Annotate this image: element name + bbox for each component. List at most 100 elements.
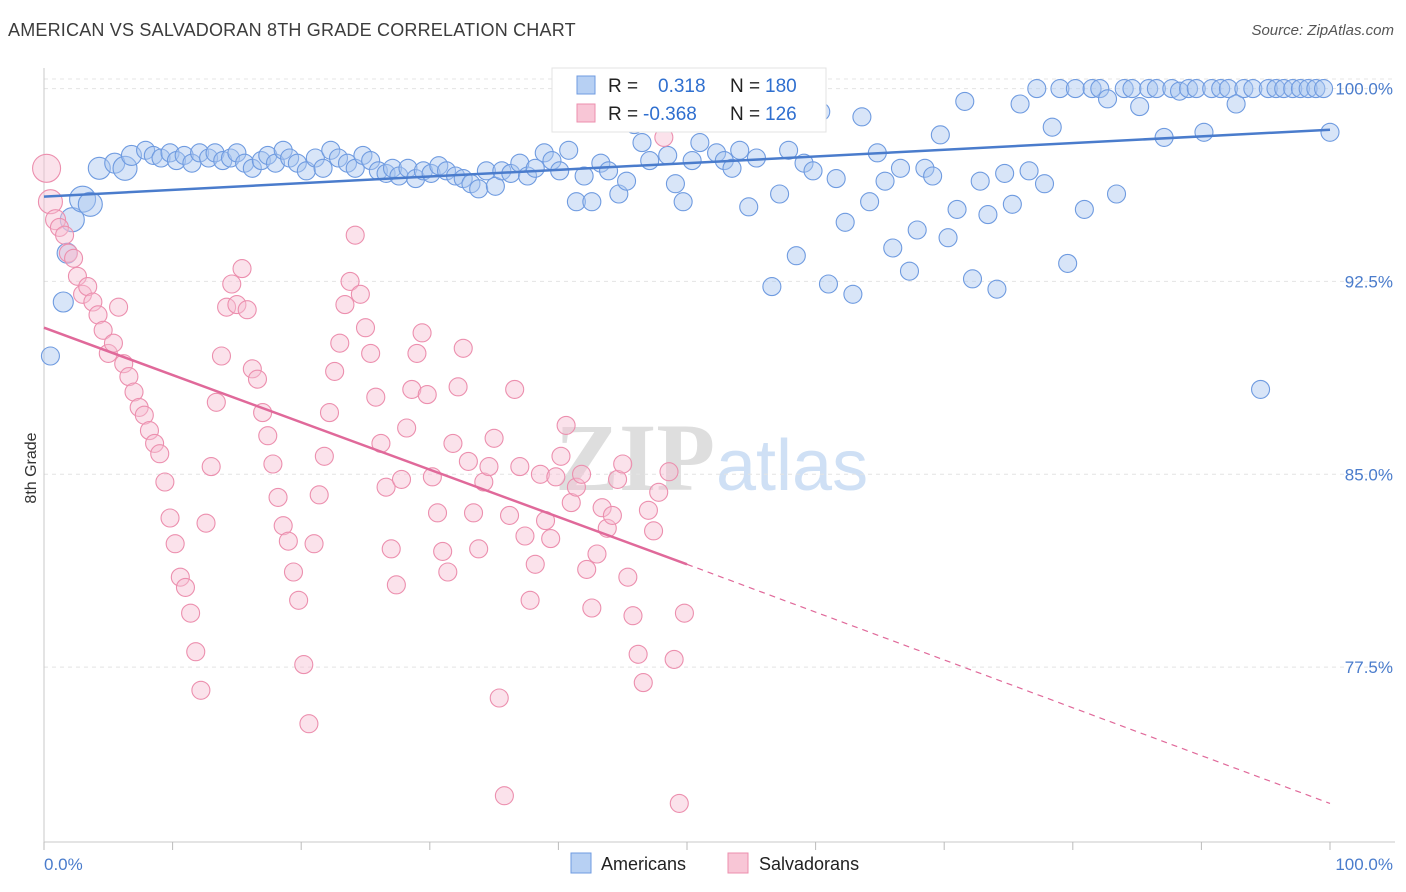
salvadoran-point — [582, 598, 602, 618]
salvadoran-point — [319, 403, 340, 423]
salvadoran-point — [561, 493, 581, 513]
american-point — [730, 140, 750, 160]
salvadoran-point — [155, 472, 175, 492]
american-point — [205, 143, 225, 163]
american-point — [199, 148, 219, 168]
salvadoran-point — [67, 266, 87, 286]
salvadoran-point — [608, 469, 628, 489]
american-point — [313, 158, 333, 178]
salvadoran-point — [139, 421, 160, 441]
american-point — [1122, 79, 1142, 99]
salvadoran-point — [160, 508, 180, 528]
salvadoran-point — [458, 451, 478, 471]
american-point — [938, 228, 958, 248]
american-point — [476, 161, 496, 181]
salvadoran-point — [613, 454, 633, 474]
american-point — [525, 158, 545, 178]
american-point — [907, 220, 927, 240]
salvadoran-point — [64, 248, 84, 268]
salvadoran-point — [145, 433, 165, 453]
legend-salvadorans-label: Salvadorans — [759, 854, 859, 874]
salvadoran-point — [186, 642, 206, 662]
american-point — [852, 107, 872, 127]
salvadoran-point — [32, 153, 62, 183]
american-point — [305, 148, 325, 168]
american-point — [534, 143, 554, 163]
american-point — [1218, 79, 1238, 99]
american-point — [673, 192, 693, 212]
salvadoran-point — [335, 295, 355, 315]
salvadorans-points — [32, 127, 694, 813]
salvadoran-point — [664, 649, 684, 669]
salvadoran-point — [83, 292, 103, 312]
american-point — [1097, 89, 1118, 109]
american-point — [786, 246, 806, 266]
salvadorans-n-value: 126 — [765, 104, 797, 125]
salvadoran-point — [433, 541, 453, 561]
american-point — [875, 171, 895, 191]
salvadoran-point — [592, 498, 612, 518]
salvadoran-point — [551, 446, 571, 466]
salvadoran-point — [134, 405, 154, 425]
american-point — [1243, 79, 1263, 99]
salvadoran-point — [381, 539, 401, 559]
salvadoran-point — [587, 544, 607, 564]
american-point — [1211, 79, 1231, 99]
american-point — [1298, 79, 1318, 99]
american-point — [617, 171, 637, 191]
american-point — [1314, 79, 1334, 99]
american-point — [779, 140, 799, 160]
salvadoran-point — [278, 531, 298, 551]
american-point — [899, 261, 920, 281]
salvadoran-point — [237, 300, 257, 320]
legend-americans-label: Americans — [601, 854, 686, 874]
watermark-atlas: atlas — [716, 426, 868, 506]
salvadorans-trend-line — [43, 326, 688, 566]
salvadoran-point — [78, 277, 98, 297]
stats-legend-box — [551, 67, 827, 133]
salvadoran-point — [58, 243, 78, 263]
watermark-zip: ZIP — [555, 404, 715, 511]
salvadoran-point — [474, 472, 494, 492]
source-credit: Source: ZipAtlas.com — [1251, 22, 1394, 39]
american-point — [1034, 174, 1055, 194]
salvadoran-point — [602, 505, 622, 525]
american-point — [826, 169, 846, 189]
salvadorans-trend-extension — [686, 563, 1331, 804]
american-point — [1139, 79, 1159, 99]
american-point — [930, 125, 950, 145]
americans-swatch — [576, 75, 596, 95]
american-point — [640, 151, 660, 171]
american-point — [947, 199, 967, 219]
salvadoran-point — [299, 714, 319, 734]
salvadoran-point — [494, 786, 514, 806]
american-point — [559, 140, 579, 160]
american-point — [632, 133, 652, 153]
y-tick-label: 85.0% — [1345, 465, 1393, 484]
y-tick-labels: 77.5% 85.0% 92.5% 100.0% — [1335, 80, 1393, 678]
salvadoran-point — [463, 503, 484, 523]
y-axis-label: 8th Grade — [23, 432, 40, 503]
salvadoran-point — [469, 539, 489, 559]
american-point — [77, 191, 103, 217]
salvadoran-point — [181, 603, 201, 623]
american-point — [190, 143, 210, 163]
salvadoran-point — [397, 418, 417, 438]
american-point — [1306, 79, 1326, 99]
axes — [43, 68, 1395, 850]
salvadoran-point — [484, 428, 504, 448]
legend-americans-swatch — [570, 852, 592, 874]
salvadoran-point — [674, 603, 694, 623]
salvadoran-point — [119, 367, 139, 387]
salvadoran-point — [443, 433, 463, 453]
salvadorans-r-value: -0.368 — [643, 104, 697, 125]
salvadoran-point — [571, 464, 592, 484]
salvadoran-point — [263, 454, 283, 474]
salvadoran-point — [206, 392, 226, 412]
salvadoran-point — [258, 426, 278, 446]
american-point — [665, 174, 685, 194]
american-point — [762, 277, 782, 297]
salvadoran-point — [499, 505, 520, 525]
salvadoran-point — [222, 274, 242, 294]
american-point — [722, 158, 742, 178]
